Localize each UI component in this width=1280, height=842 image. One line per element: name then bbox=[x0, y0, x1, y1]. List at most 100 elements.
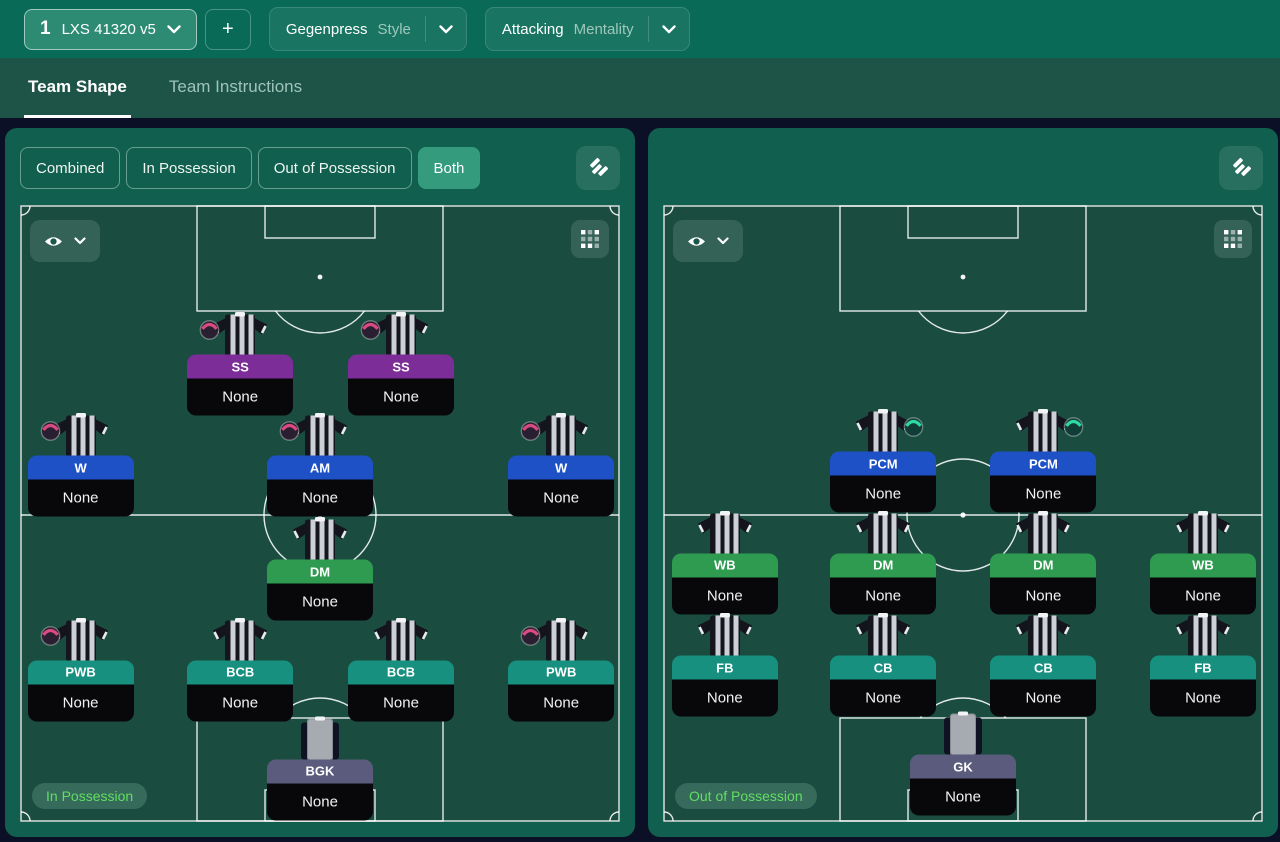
jersey bbox=[925, 711, 1001, 756]
position-label: DM bbox=[990, 553, 1097, 578]
player-name: None bbox=[508, 684, 615, 722]
pitch-out-of-possession: PCM None PCM None bbox=[663, 205, 1263, 822]
player-bcb[interactable]: BCB None bbox=[348, 617, 454, 722]
player-fb[interactable]: FB None bbox=[1150, 613, 1256, 717]
player-name: None bbox=[267, 479, 373, 517]
position-label: W bbox=[27, 455, 134, 480]
tab-team-shape[interactable]: Team Shape bbox=[24, 58, 131, 118]
player-dm[interactable]: DM None bbox=[267, 517, 373, 621]
jersey bbox=[845, 613, 921, 657]
jersey bbox=[1005, 510, 1081, 555]
player-name: None bbox=[910, 778, 1016, 816]
ball-badge-left-icon bbox=[199, 320, 220, 341]
player-pcm[interactable]: PCM None bbox=[830, 409, 937, 513]
player-bcb[interactable]: BCB None bbox=[187, 617, 294, 722]
outfield-jersey-icon bbox=[856, 613, 911, 657]
player-gk[interactable]: GK None bbox=[910, 711, 1016, 816]
tactic-name: LXS 41320 v5 bbox=[61, 20, 156, 38]
panel-header bbox=[663, 143, 1263, 193]
player-fb[interactable]: FB None bbox=[671, 613, 778, 717]
position-label: GK bbox=[910, 754, 1016, 779]
mentality-label: Mentality bbox=[573, 20, 634, 38]
tab-team-instructions[interactable]: Team Instructions bbox=[165, 58, 306, 118]
player-ss[interactable]: SS None bbox=[187, 312, 294, 416]
pitch-style-button[interactable] bbox=[1219, 146, 1263, 190]
position-label: BCB bbox=[187, 660, 294, 685]
position-label: FB bbox=[1150, 655, 1256, 680]
outfield-jersey-icon bbox=[534, 617, 589, 662]
player-dm[interactable]: DM None bbox=[990, 510, 1097, 615]
player-name: None bbox=[267, 583, 373, 621]
player-name: None bbox=[27, 479, 134, 517]
filter-combined[interactable]: Combined bbox=[20, 147, 121, 189]
jersey bbox=[520, 413, 599, 457]
jersey bbox=[282, 716, 358, 761]
position-label: FB bbox=[671, 655, 778, 680]
style-dropdown[interactable]: Gegenpress Style bbox=[268, 7, 467, 51]
visibility-dropdown[interactable] bbox=[30, 220, 100, 262]
eye-icon bbox=[45, 236, 62, 246]
jersey bbox=[1165, 510, 1241, 555]
player-name: None bbox=[990, 679, 1097, 717]
jersey bbox=[40, 413, 119, 457]
player-pwb[interactable]: PWB None bbox=[27, 617, 134, 722]
outfield-jersey-icon bbox=[293, 413, 347, 457]
phase-badge: In Possession bbox=[32, 783, 148, 809]
player-name: None bbox=[671, 679, 778, 717]
jersey bbox=[520, 617, 599, 662]
outfield-jersey-icon bbox=[1016, 409, 1071, 453]
player-wb[interactable]: WB None bbox=[1150, 510, 1256, 615]
pitch-style-icon bbox=[1233, 157, 1252, 176]
jersey bbox=[360, 312, 439, 356]
player-w[interactable]: W None bbox=[508, 413, 615, 517]
player-name: None bbox=[990, 475, 1097, 513]
filter-button-group: Combined In Possession Out of Possession Bo… bbox=[20, 147, 481, 189]
grid-view-button[interactable] bbox=[571, 220, 609, 258]
outfield-jersey-icon bbox=[1016, 613, 1071, 657]
player-wb[interactable]: WB None bbox=[671, 510, 778, 615]
player-name: None bbox=[348, 378, 454, 416]
pitch-style-icon bbox=[590, 157, 609, 176]
jersey bbox=[363, 617, 439, 662]
phase-badge: Out of Possession bbox=[675, 783, 817, 809]
visibility-dropdown[interactable] bbox=[673, 220, 743, 262]
player-name: None bbox=[187, 684, 294, 722]
filter-both[interactable]: Both bbox=[417, 147, 481, 189]
mentality-chevron-icon bbox=[661, 24, 676, 33]
outfield-jersey-icon bbox=[293, 517, 347, 561]
grid-view-button[interactable] bbox=[1214, 220, 1252, 258]
player-bgk[interactable]: BGK None bbox=[267, 716, 373, 821]
tactic-selector[interactable]: 1 LXS 41320 v5 bbox=[24, 8, 197, 50]
player-ss[interactable]: SS None bbox=[348, 312, 454, 416]
player-pwb[interactable]: PWB None bbox=[508, 617, 615, 722]
eye-chevron-icon bbox=[717, 237, 729, 245]
filter-in-possession[interactable]: In Possession bbox=[126, 147, 252, 189]
out-of-possession-panel: PCM None PCM None bbox=[648, 128, 1278, 837]
mentality-dropdown[interactable]: Attacking Mentality bbox=[484, 7, 690, 51]
ball-badge-left-icon bbox=[40, 625, 60, 646]
player-cb[interactable]: CB None bbox=[830, 613, 937, 717]
ball-badge-left-icon bbox=[360, 320, 381, 341]
player-w[interactable]: W None bbox=[27, 413, 134, 517]
filter-out-of-possession[interactable]: Out of Possession bbox=[257, 147, 412, 189]
eye-icon bbox=[688, 236, 705, 246]
position-label: SS bbox=[348, 354, 454, 379]
grid-icon bbox=[1224, 230, 1242, 248]
jersey bbox=[845, 409, 924, 453]
player-dm[interactable]: DM None bbox=[830, 510, 937, 615]
style-value: Gegenpress bbox=[285, 20, 368, 38]
player-name: None bbox=[267, 783, 373, 821]
player-cb[interactable]: CB None bbox=[990, 613, 1097, 717]
player-am[interactable]: AM None bbox=[267, 413, 373, 517]
pitch-style-button[interactable] bbox=[576, 146, 620, 190]
add-tactic-button[interactable]: + bbox=[204, 8, 251, 50]
outfield-jersey-icon bbox=[213, 617, 268, 662]
player-pcm[interactable]: PCM None bbox=[990, 409, 1097, 513]
eye-chevron-icon bbox=[74, 237, 86, 245]
position-label: PCM bbox=[990, 451, 1097, 476]
style-label: Style bbox=[377, 20, 411, 38]
outfield-jersey-icon bbox=[374, 617, 428, 662]
jersey bbox=[1005, 409, 1084, 453]
outfield-jersey-icon bbox=[697, 510, 752, 555]
jersey bbox=[845, 510, 921, 555]
